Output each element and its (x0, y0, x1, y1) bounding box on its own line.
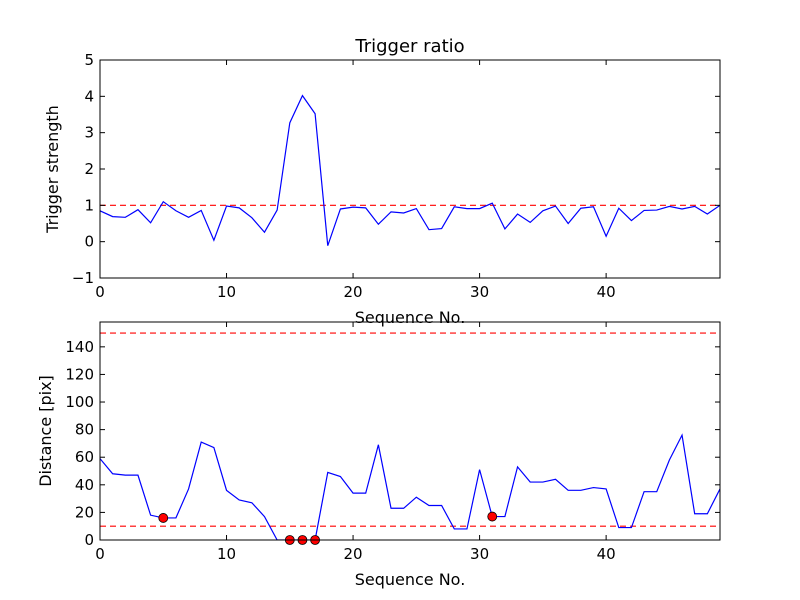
trigger-y-tick-label: −1 (72, 269, 94, 287)
distance-axes-frame (99, 321, 721, 541)
trigger-y-tick-label: 1 (84, 196, 94, 214)
distance-plot-area (100, 332, 720, 540)
trigger-x-tick-label: 30 (470, 283, 489, 301)
trigger-y-tick-label: 5 (84, 51, 94, 69)
trigger-series-line-0 (100, 94, 720, 246)
distance-markers (158, 511, 498, 545)
distance-x-tick-label: 30 (470, 545, 489, 563)
distance-x-tick-label: 20 (344, 545, 363, 563)
trigger-y-tick-label: 0 (84, 233, 94, 251)
distance-x-tick-label: 10 (217, 545, 236, 563)
distance-y-tick-label: 20 (75, 503, 94, 521)
distance-y-tick-label: 140 (65, 338, 94, 356)
distance-y-tick-label: 0 (84, 531, 94, 549)
trigger-y-tick-label: 3 (84, 124, 94, 142)
distance-y-tick-label: 80 (75, 421, 94, 439)
distance-marker-point (158, 513, 169, 523)
distance-x-axis-label: Sequence No. (355, 570, 466, 589)
trigger-y-axis-label: Trigger strength (43, 105, 62, 234)
trigger-x-tick-label: 20 (344, 283, 363, 301)
distance-y-tick-label: 100 (65, 393, 94, 411)
distance-x-tick-label: 40 (597, 545, 616, 563)
trigger-x-tick-label: 40 (597, 283, 616, 301)
distance-x-tick-label: 0 (95, 545, 105, 563)
distance-y-axis-label: Distance [pix] (36, 375, 55, 487)
distance-ticks: 0 10 20 30 40 0 20 40 60 80 100 120 140 (65, 322, 720, 563)
distance-y-tick-label: 60 (75, 448, 94, 466)
trigger-x-tick-label: 0 (95, 283, 105, 301)
distance-panel: 0 10 20 30 40 0 20 40 60 80 100 120 140 Sequence No.… (36, 321, 721, 589)
distance-y-tick-label: 40 (75, 476, 94, 494)
trigger-x-tick-label: 10 (217, 283, 236, 301)
distance-marker-point (487, 511, 498, 522)
distance-series-line-0 (100, 433, 720, 540)
trigger-chart-title: Trigger ratio (354, 36, 464, 57)
trigger-y-tick-label: 4 (84, 87, 94, 105)
trigger-y-tick-label: 2 (84, 160, 94, 178)
trigger-x-axis-label: Sequence No. (355, 308, 466, 327)
distance-y-tick-label: 120 (65, 365, 94, 383)
trigger-plot-area (100, 94, 720, 246)
